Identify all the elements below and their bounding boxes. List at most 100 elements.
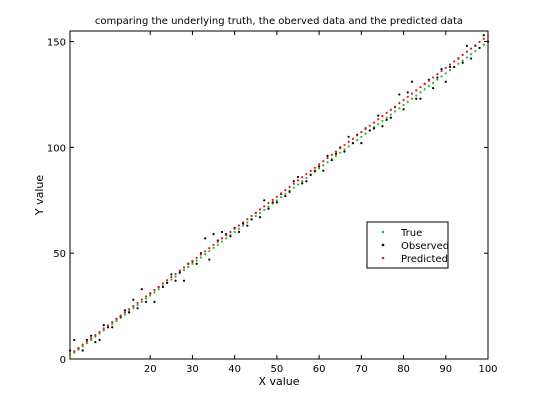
- data-point: [263, 208, 266, 211]
- data-point: [309, 169, 312, 172]
- data-point: [343, 150, 346, 153]
- data-point: [68, 349, 72, 352]
- data-point: [313, 169, 316, 172]
- data-point: [204, 253, 207, 256]
- data-point: [334, 152, 338, 155]
- data-point: [174, 272, 177, 276]
- data-point: [102, 329, 105, 332]
- data-point: [440, 67, 443, 71]
- data-point: [136, 303, 139, 307]
- data-point: [326, 154, 329, 157]
- data-point: [229, 230, 232, 234]
- data-point: [123, 311, 126, 314]
- data-point: [432, 87, 435, 90]
- data-point: [326, 156, 329, 160]
- data-point: [237, 227, 240, 230]
- data-point: [482, 34, 485, 37]
- legend-label: Predicted: [401, 254, 448, 265]
- data-point: [128, 308, 131, 311]
- data-point: [128, 311, 131, 314]
- data-point: [394, 105, 397, 108]
- data-point: [419, 91, 422, 94]
- data-point: [106, 326, 110, 329]
- data-point: [301, 182, 304, 185]
- data-point: [381, 119, 384, 123]
- data-point: [140, 298, 143, 301]
- data-point: [85, 340, 88, 343]
- data-point: [140, 300, 143, 303]
- data-point: [144, 300, 148, 303]
- data-point: [119, 314, 122, 317]
- data-point: [267, 205, 270, 208]
- data-point: [385, 118, 388, 121]
- data-point: [204, 237, 207, 240]
- data-point: [305, 176, 308, 180]
- data-point: [149, 294, 152, 297]
- data-point: [301, 176, 304, 179]
- data-point: [486, 34, 490, 37]
- data-point: [364, 127, 367, 131]
- data-point: [98, 330, 101, 334]
- data-point: [140, 288, 143, 291]
- data-point: [246, 224, 249, 227]
- legend: True Observed Predicted: [366, 221, 449, 269]
- data-point: [250, 218, 253, 221]
- x-tick-label: 50: [271, 364, 284, 375]
- data-point: [111, 321, 114, 324]
- data-point: [486, 40, 490, 43]
- data-point: [347, 135, 350, 138]
- data-point: [410, 80, 414, 83]
- data-point: [195, 256, 198, 259]
- data-point: [482, 37, 485, 40]
- data-point: [402, 103, 405, 107]
- data-point: [220, 230, 224, 234]
- data-point: [406, 95, 409, 98]
- data-point: [423, 82, 426, 86]
- data-point: [419, 97, 422, 100]
- data-point: [68, 353, 72, 356]
- chart-title: comparing the underlying truth, the ober…: [95, 16, 463, 27]
- y-tick-label: 100: [47, 143, 66, 154]
- data-point: [166, 281, 169, 284]
- data-point: [478, 40, 481, 44]
- data-point: [296, 179, 300, 182]
- data-point: [448, 65, 452, 69]
- data-point: [81, 343, 84, 346]
- data-point: [436, 73, 439, 76]
- data-point: [343, 143, 346, 147]
- data-point: [275, 199, 278, 202]
- data-point: [474, 50, 477, 53]
- data-point: [90, 337, 93, 340]
- data-point: [478, 46, 481, 50]
- data-point: [250, 214, 253, 218]
- data-point: [368, 124, 371, 127]
- x-tick-label: 60: [313, 364, 326, 375]
- y-tick-label: 0: [60, 355, 66, 366]
- data-point: [267, 207, 270, 210]
- data-point: [136, 301, 139, 305]
- data-point: [330, 158, 333, 162]
- data-point: [432, 76, 435, 79]
- data-point: [436, 76, 439, 79]
- data-point: [347, 140, 350, 143]
- data-point: [292, 186, 295, 189]
- data-point: [318, 167, 321, 170]
- data-point: [322, 160, 325, 163]
- data-point: [394, 110, 397, 113]
- data-point: [296, 183, 300, 186]
- data-point: [187, 265, 190, 269]
- data-point: [144, 295, 148, 298]
- data-point: [153, 291, 156, 294]
- data-point: [292, 180, 295, 183]
- y-axis-label: Y value: [33, 175, 46, 216]
- data-point: [157, 288, 160, 291]
- plot-area: [69, 30, 489, 360]
- data-point: [258, 211, 262, 215]
- legend-marker: [381, 230, 385, 234]
- data-point: [229, 235, 232, 238]
- axis-ticks: 20 30 40 50 60 70 80 90 100 0 50 100 150: [47, 31, 498, 375]
- y-tick-label: 150: [47, 38, 66, 49]
- data-point: [444, 66, 447, 69]
- data-point: [474, 44, 477, 47]
- data-point: [334, 154, 338, 157]
